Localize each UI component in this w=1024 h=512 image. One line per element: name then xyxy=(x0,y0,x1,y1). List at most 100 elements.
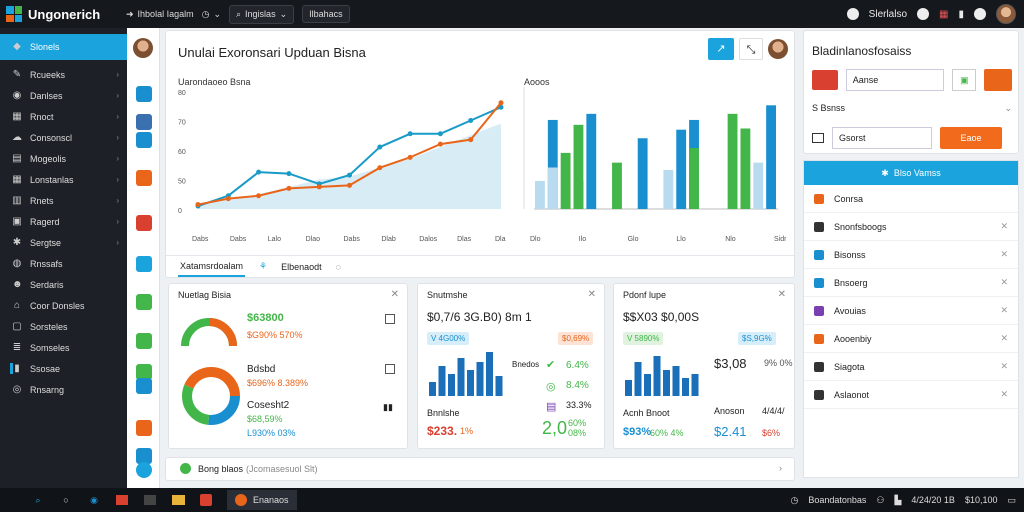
share-button[interactable]: ↗ xyxy=(708,38,734,60)
sidebar-item[interactable]: ◍ Rnssafs xyxy=(0,253,127,274)
app-icon-2[interactable] xyxy=(139,491,161,509)
help-icon[interactable] xyxy=(917,8,930,20)
close-icon[interactable]: ✕ xyxy=(1000,361,1008,371)
expand-button[interactable]: ⤡ xyxy=(739,38,763,60)
sidebar-item[interactable]: ◎ Rnsarng xyxy=(0,379,127,400)
avatar[interactable] xyxy=(768,39,788,59)
clock-date[interactable]: $10,100 xyxy=(964,495,998,505)
close-icon[interactable]: ✕ xyxy=(1000,333,1008,343)
close-icon[interactable]: ✕ xyxy=(1000,277,1008,287)
sidebar-item[interactable]: ⌂ Coor Donsles xyxy=(0,295,127,316)
close-icon[interactable]: ✕ xyxy=(1000,389,1008,399)
avatar[interactable] xyxy=(996,4,1016,24)
list-item[interactable]: Aooenbiy ✕ xyxy=(804,325,1018,353)
task-view-icon[interactable]: ○ xyxy=(63,495,69,505)
sidebar-item[interactable]: ◆ Slonels xyxy=(0,34,127,60)
bottom-search-bar[interactable]: Bong blaos (Jcomasesuol Slt) › xyxy=(165,457,795,481)
people-icon[interactable]: ⚇ xyxy=(876,494,885,505)
clock-dropdown[interactable]: ◷ ⌄ xyxy=(202,9,221,20)
tag-2: $0,69% xyxy=(558,332,594,345)
sidebar-item[interactable]: ✎ Rcueeks › xyxy=(0,64,127,85)
close-icon[interactable]: ✕ xyxy=(587,289,596,300)
rail-app-icon-5[interactable] xyxy=(136,215,152,231)
tab-secondary[interactable]: Elbenaodt xyxy=(281,261,322,272)
notification-icon[interactable]: ▭ xyxy=(1007,494,1016,505)
rail-app-icon-7[interactable] xyxy=(136,294,152,310)
sidebar-item[interactable]: ◉ Danlses › xyxy=(0,85,127,106)
list-item[interactable]: Bnsoerg ✕ xyxy=(804,269,1018,297)
close-icon[interactable]: ✕ xyxy=(1000,305,1008,315)
sidebar-item[interactable]: ▦ Rnoct › xyxy=(0,106,127,127)
apply-button[interactable]: Eaoe xyxy=(940,127,1002,149)
list-item[interactable]: Bisonss ✕ xyxy=(804,241,1018,269)
sidebar-item[interactable]: ≣ Somseles xyxy=(0,337,127,358)
rail-app-icon-4[interactable] xyxy=(136,170,152,186)
close-icon[interactable]: ✕ xyxy=(777,289,786,300)
sidebar-item[interactable]: ▣ Ragerd › xyxy=(0,211,127,232)
color-swatch-icon[interactable] xyxy=(812,70,838,90)
close-icon[interactable]: ✕ xyxy=(1000,249,1008,259)
color-picker-icon[interactable] xyxy=(984,69,1012,91)
browser-icon[interactable]: ◉ xyxy=(90,494,98,505)
app-icon-1[interactable] xyxy=(111,491,133,509)
list-item[interactable]: Snonfsboogs ✕ xyxy=(804,213,1018,241)
bar xyxy=(689,148,699,209)
taskbar-active-app[interactable]: Enanaos xyxy=(227,490,297,510)
filter-input-2[interactable]: Gsorst xyxy=(832,127,932,149)
refresh-icon[interactable]: ◌ xyxy=(335,261,342,272)
folder-icon[interactable] xyxy=(167,491,189,509)
rail-app-icon-13[interactable] xyxy=(136,462,152,478)
menu-dropdown[interactable]: ➜ Ihbolal Iagalm xyxy=(126,9,194,20)
list-item[interactable]: Avouias ✕ xyxy=(804,297,1018,325)
list-item[interactable]: Conrsa xyxy=(804,185,1018,213)
app-logo[interactable]: Ungonerich xyxy=(0,6,118,22)
chevron-right-icon[interactable]: › xyxy=(779,463,782,473)
close-icon[interactable]: ✕ xyxy=(390,289,399,300)
rail-app-icon-9[interactable] xyxy=(136,364,152,380)
network-icon[interactable]: ▙ xyxy=(894,494,902,505)
chevron-down-icon[interactable]: ⌄ xyxy=(1004,102,1012,113)
search-select[interactable]: ⌕ Ingislas ⌄ xyxy=(229,4,295,24)
rail-app-icon-10[interactable] xyxy=(136,378,152,394)
filter-input-1[interactable]: Aanse xyxy=(845,69,945,91)
list-item[interactable]: Aslaonot ✕ xyxy=(804,381,1018,409)
list-item[interactable]: Siagota ✕ xyxy=(804,353,1018,381)
start-icon[interactable] xyxy=(8,494,21,507)
list-header[interactable]: ✱ Blso Vamss xyxy=(804,161,1018,185)
sidebar-item[interactable]: ▦ Lonstanlas › xyxy=(0,169,127,190)
rail-app-icon-2[interactable] xyxy=(136,114,152,130)
sidebar-item[interactable]: ☁ Consonscl › xyxy=(0,127,127,148)
rail-app-icon-3[interactable] xyxy=(136,132,152,148)
rail-avatar[interactable] xyxy=(133,38,153,58)
checkbox-1[interactable] xyxy=(385,314,395,324)
user-menu-icon[interactable] xyxy=(846,8,859,20)
sidebar-item[interactable]: ☻ Serdaris xyxy=(0,274,127,295)
app-icon-3[interactable] xyxy=(195,491,217,509)
settings-icon[interactable] xyxy=(974,8,986,20)
bell-icon[interactable]: ▮ xyxy=(958,8,964,20)
close-icon[interactable]: ✕ xyxy=(1000,221,1008,231)
user-label[interactable]: Slerlalso xyxy=(868,8,908,20)
pause-icon[interactable]: ▮▮ xyxy=(383,402,393,412)
search-icon[interactable]: ⌕ xyxy=(35,494,41,505)
sidebar-item[interactable]: ▤ Mogeolis › xyxy=(0,148,127,169)
tab-primary[interactable]: Xatamsrdoalam xyxy=(178,257,246,277)
rail-app-icon-12[interactable] xyxy=(136,448,152,464)
checkbox-2[interactable] xyxy=(385,364,395,374)
sidebar-item[interactable]: ▢ Sorsteles xyxy=(0,316,127,337)
rail-app-icon-1[interactable] xyxy=(136,86,152,102)
grid-icon[interactable]: ▦ xyxy=(939,8,949,20)
toggle-icon[interactable]: ▣ xyxy=(952,69,977,91)
tray-label[interactable]: Boandatonbas xyxy=(808,495,867,505)
sidebar-item[interactable]: ▮ Ssosae xyxy=(0,358,127,379)
rail-app-icon-6[interactable] xyxy=(136,256,152,272)
rail-app-icon-8[interactable] xyxy=(136,333,152,349)
sidebar-item[interactable]: ✱ Sergtse › xyxy=(0,232,127,253)
clock-icon[interactable]: ◷ xyxy=(790,494,799,505)
action-button[interactable]: Ilbahacs xyxy=(302,5,350,23)
list-item-label: Conrsa xyxy=(834,193,864,204)
clock-time[interactable]: 4/24/20 1B xyxy=(911,495,955,505)
rail-app-icon-11[interactable] xyxy=(136,420,152,436)
footer-value-2-sub: 60% 08% xyxy=(568,418,587,438)
sidebar-item[interactable]: ▥ Rnets › xyxy=(0,190,127,211)
